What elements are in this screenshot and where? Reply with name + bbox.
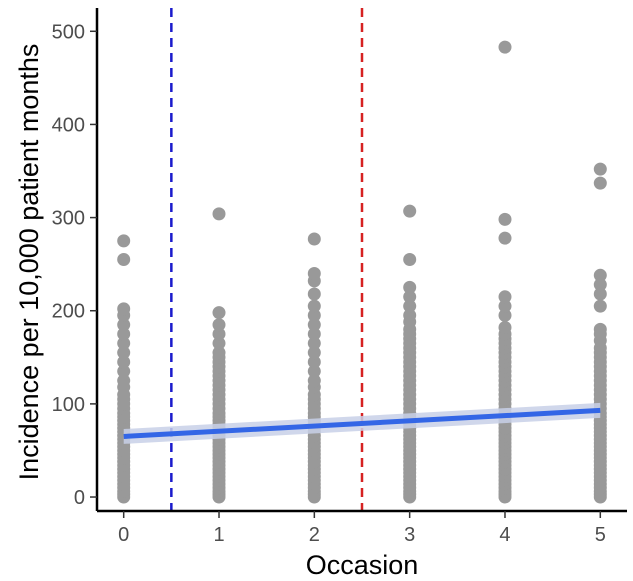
reference-lines — [170, 8, 364, 511]
data-point-2-41 — [307, 232, 321, 246]
data-point-4-42 — [498, 308, 512, 322]
y-tick-label-2: 200 — [52, 301, 85, 323]
data-point-2-34 — [307, 327, 321, 341]
ticks: 0 1 2 3 4 5 0 100 200 300 400 500 — [52, 21, 606, 546]
data-point-2-38 — [307, 287, 321, 301]
data-point-3-48 — [403, 204, 417, 218]
data-point-5-40 — [593, 322, 607, 336]
data-point-5-41 — [593, 299, 607, 313]
data-point-2-30 — [307, 364, 321, 378]
data-point-5-43 — [593, 278, 607, 292]
data-point-5-44 — [593, 268, 607, 282]
data-point-4-44 — [498, 290, 512, 304]
data-point-1-38 — [212, 327, 226, 341]
data-point-2-37 — [307, 299, 321, 313]
data-point-1-36 — [212, 346, 226, 360]
data-point-4-41 — [498, 321, 512, 334]
x-tick-label-0: 0 — [118, 524, 129, 546]
data-point-0-33 — [117, 336, 131, 350]
y-tick-label-3: 300 — [52, 208, 85, 230]
x-tick-label-3: 3 — [404, 524, 415, 546]
data-point-3-47 — [403, 253, 417, 266]
data-point-0-38 — [117, 253, 131, 266]
data-point-0-37 — [117, 302, 131, 316]
y-tick-label-0: 0 — [74, 487, 85, 509]
data-point-5-46 — [593, 162, 607, 176]
data-point-0-39 — [117, 234, 131, 248]
y-tick-label-4: 400 — [52, 114, 85, 136]
data-point-0-29 — [117, 374, 131, 388]
data-point-2-32 — [307, 346, 321, 360]
data-point-0-35 — [117, 318, 131, 332]
x-tick-label-4: 4 — [499, 524, 510, 546]
data-point-2-29 — [307, 374, 321, 388]
data-point-2-35 — [307, 318, 321, 332]
data-point-2-31 — [307, 355, 321, 369]
data-point-3-46 — [403, 280, 417, 294]
x-tick-label-5: 5 — [595, 524, 606, 546]
data-points — [117, 40, 607, 504]
y-axis-title: Incidence per 10,000 patient months — [14, 44, 44, 481]
trend-line — [123, 407, 601, 439]
data-point-0-34 — [117, 327, 131, 341]
data-point-2-36 — [307, 308, 321, 322]
data-point-1-39 — [212, 318, 226, 332]
data-point-3-43 — [403, 308, 417, 322]
data-point-5-42 — [593, 287, 607, 301]
data-point-5-45 — [593, 176, 607, 190]
data-point-4-45 — [498, 231, 512, 245]
x-tick-label-1: 1 — [213, 524, 224, 546]
data-point-3-45 — [403, 290, 417, 304]
data-point-1-37 — [212, 336, 226, 350]
data-point-4-46 — [498, 212, 512, 226]
x-tick-label-2: 2 — [309, 524, 320, 546]
data-point-1-40 — [212, 306, 226, 320]
data-point-0-30 — [117, 364, 131, 378]
data-point-4-43 — [498, 299, 512, 313]
data-point-1-41 — [212, 207, 226, 221]
data-point-2-33 — [307, 336, 321, 350]
y-tick-label-1: 100 — [52, 394, 85, 416]
data-point-3-44 — [403, 299, 417, 313]
y-tick-label-5: 500 — [52, 21, 85, 43]
trend-layer — [123, 402, 601, 444]
data-point-4-47 — [498, 40, 512, 54]
data-point-2-40 — [307, 267, 321, 280]
x-axis-title: Occasion — [306, 550, 419, 580]
data-point-0-31 — [117, 355, 131, 369]
axes — [95, 8, 627, 513]
data-point-0-32 — [117, 346, 131, 360]
